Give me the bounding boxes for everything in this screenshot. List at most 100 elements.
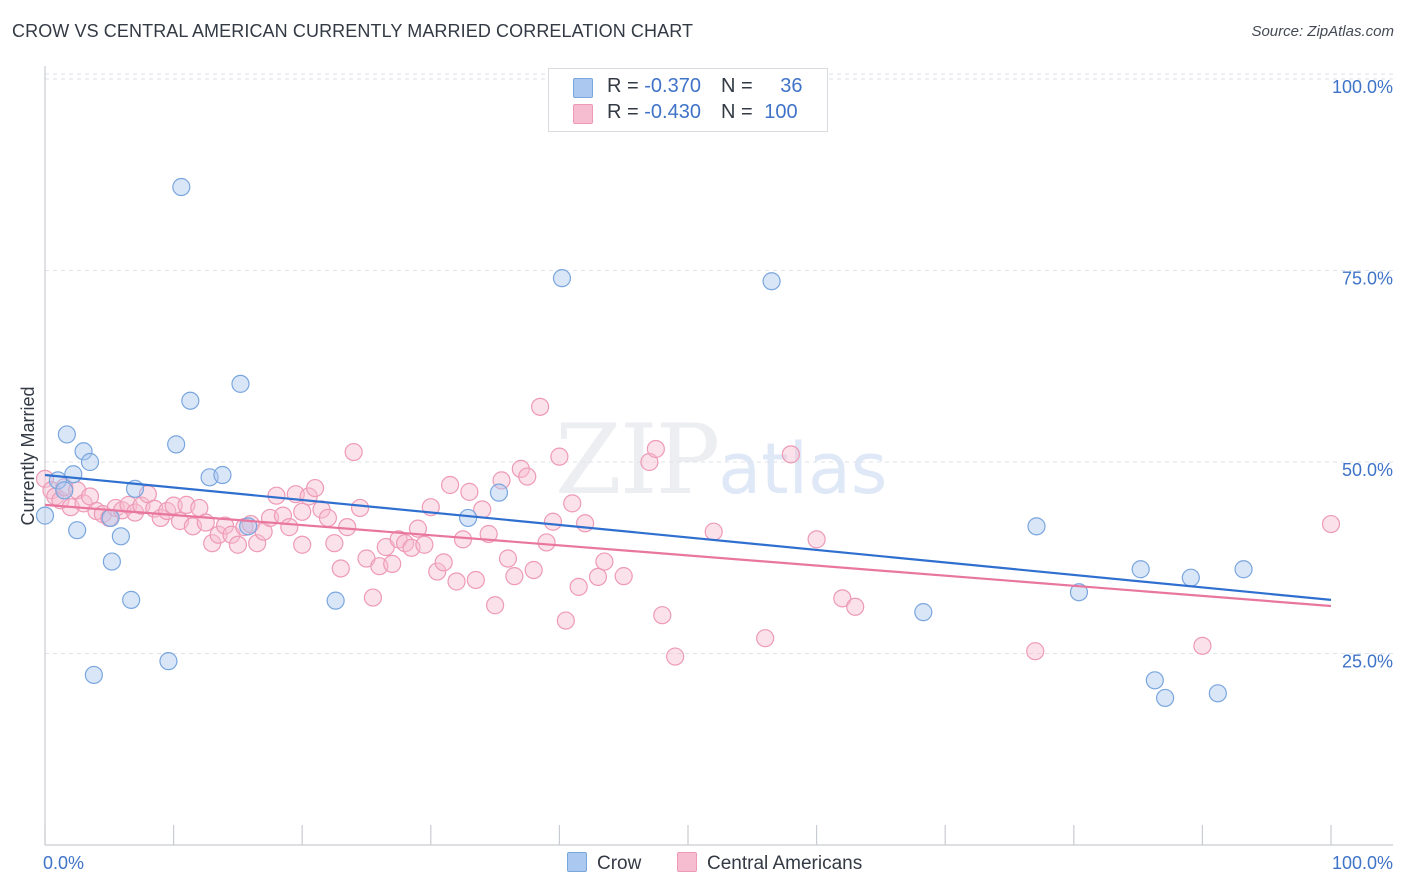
y-tick-label-50: 50.0% bbox=[1342, 460, 1393, 480]
central-point-79 bbox=[537, 533, 556, 552]
central-point-80 bbox=[543, 512, 563, 531]
crow-point-15 bbox=[167, 435, 186, 454]
central-point-83 bbox=[563, 494, 582, 513]
crow-points bbox=[35, 177, 1253, 708]
crow-point-20 bbox=[231, 374, 250, 393]
central-point-62 bbox=[428, 562, 447, 581]
chart-title: CROW VS CENTRAL AMERICAN CURRENTLY MARRI… bbox=[12, 21, 694, 41]
crow-point-26 bbox=[762, 272, 781, 291]
central-point-81 bbox=[550, 447, 569, 466]
legend-central-r-label: R = bbox=[607, 101, 645, 123]
crow-point-9 bbox=[101, 508, 120, 528]
bottom-legend-central-label: Central Americans bbox=[707, 853, 863, 874]
central-point-39 bbox=[280, 518, 299, 537]
crow-point-17 bbox=[181, 391, 200, 410]
axes bbox=[44, 66, 1393, 846]
y-tick-label-100: 100.0% bbox=[1332, 77, 1393, 97]
central-point-45 bbox=[318, 508, 338, 528]
crow-point-28 bbox=[1027, 517, 1046, 536]
watermark-atlas: atlas bbox=[718, 428, 888, 510]
central-point-74 bbox=[505, 567, 524, 586]
legend-crow-text: R = -0.370 N = 36 bbox=[607, 75, 802, 98]
central-point-102 bbox=[293, 502, 312, 521]
crow-point-24 bbox=[489, 483, 509, 502]
crow-point-2 bbox=[57, 425, 76, 444]
crow-point-3 bbox=[55, 481, 74, 500]
central-point-100 bbox=[1193, 636, 1212, 655]
bottom-legend-central: Central Americans bbox=[677, 852, 862, 876]
bottom-legend-crow: Crow bbox=[567, 852, 641, 876]
crow-swatch bbox=[573, 78, 593, 98]
legend-central-n-label: N = bbox=[720, 101, 759, 123]
correlation-legend: R = -0.370 N = 36 R = -0.430 N = 100 bbox=[548, 68, 828, 132]
central-point-71 bbox=[486, 596, 505, 615]
central-point-88 bbox=[614, 567, 633, 586]
crow-point-5 bbox=[68, 521, 87, 540]
central-point-73 bbox=[498, 549, 518, 568]
central-point-46 bbox=[325, 534, 344, 553]
trend-lines bbox=[44, 473, 1332, 608]
crow-point-32 bbox=[1156, 688, 1175, 708]
central-point-50 bbox=[350, 498, 370, 518]
central-point-64 bbox=[440, 475, 460, 495]
x-tick-label-100: 100.0% bbox=[1332, 853, 1393, 873]
central-point-28 bbox=[209, 525, 228, 544]
crow-point-11 bbox=[111, 527, 130, 546]
central-point-34 bbox=[248, 534, 267, 553]
crow-point-10 bbox=[102, 552, 121, 571]
crow-point-19 bbox=[213, 465, 232, 485]
central-point-41 bbox=[293, 535, 312, 554]
crow-point-33 bbox=[1181, 568, 1200, 587]
legend-crow-r-value: -0.370 bbox=[644, 75, 701, 97]
central-point-55 bbox=[383, 554, 402, 573]
central-point-94 bbox=[756, 629, 775, 648]
crow-trend-line bbox=[44, 473, 1332, 601]
legend-crow-n-value: 36 bbox=[780, 75, 803, 97]
legend-crow-n-label: N = bbox=[720, 75, 759, 97]
legend-central-r-value: -0.430 bbox=[644, 101, 701, 123]
bottom-central-swatch bbox=[677, 852, 697, 872]
central-point-101 bbox=[1321, 514, 1341, 534]
crow-point-27 bbox=[914, 603, 933, 622]
crow-point-16 bbox=[172, 177, 191, 197]
central-point-67 bbox=[460, 482, 479, 501]
crow-point-7 bbox=[80, 452, 100, 472]
central-point-57 bbox=[395, 534, 415, 553]
watermark-zip: ZIP bbox=[555, 404, 720, 516]
crow-point-0 bbox=[35, 506, 55, 525]
central-point-84 bbox=[569, 577, 588, 596]
crow-point-25 bbox=[552, 269, 572, 288]
central-point-68 bbox=[466, 570, 485, 590]
central-point-92 bbox=[666, 647, 685, 666]
crow-point-35 bbox=[1234, 560, 1253, 579]
central-point-49 bbox=[344, 442, 363, 462]
central-point-76 bbox=[518, 467, 537, 486]
central-point-77 bbox=[524, 560, 543, 580]
central-point-90 bbox=[646, 439, 665, 459]
central-point-96 bbox=[807, 530, 826, 549]
bottom-legend-crow-label: Crow bbox=[597, 853, 642, 874]
crow-point-29 bbox=[1069, 583, 1089, 602]
central-point-65 bbox=[447, 572, 466, 591]
crow-point-22 bbox=[326, 591, 345, 610]
crow-point-8 bbox=[84, 665, 103, 685]
legend-central-text: R = -0.430 N = 100 bbox=[607, 101, 798, 124]
crow-point-31 bbox=[1145, 671, 1164, 690]
central-point-29 bbox=[215, 516, 235, 535]
central-point-43 bbox=[305, 478, 325, 498]
legend-crow-r-label: R = bbox=[607, 75, 645, 97]
x-tick-label-0: 0.0% bbox=[43, 853, 84, 873]
y-tick-label-75: 75.0% bbox=[1342, 269, 1393, 289]
crow-point-30 bbox=[1131, 560, 1150, 579]
central-point-82 bbox=[556, 611, 575, 630]
crow-point-12 bbox=[122, 590, 141, 609]
watermark: ZIPatlas bbox=[555, 404, 887, 516]
central-point-87 bbox=[595, 552, 614, 571]
central-point-60 bbox=[415, 535, 434, 554]
legend-central-n-value: 100 bbox=[764, 101, 798, 123]
central-point-85 bbox=[576, 514, 595, 533]
bottom-crow-swatch bbox=[567, 852, 587, 872]
central-point-86 bbox=[588, 567, 608, 587]
central-point-31 bbox=[228, 535, 247, 554]
